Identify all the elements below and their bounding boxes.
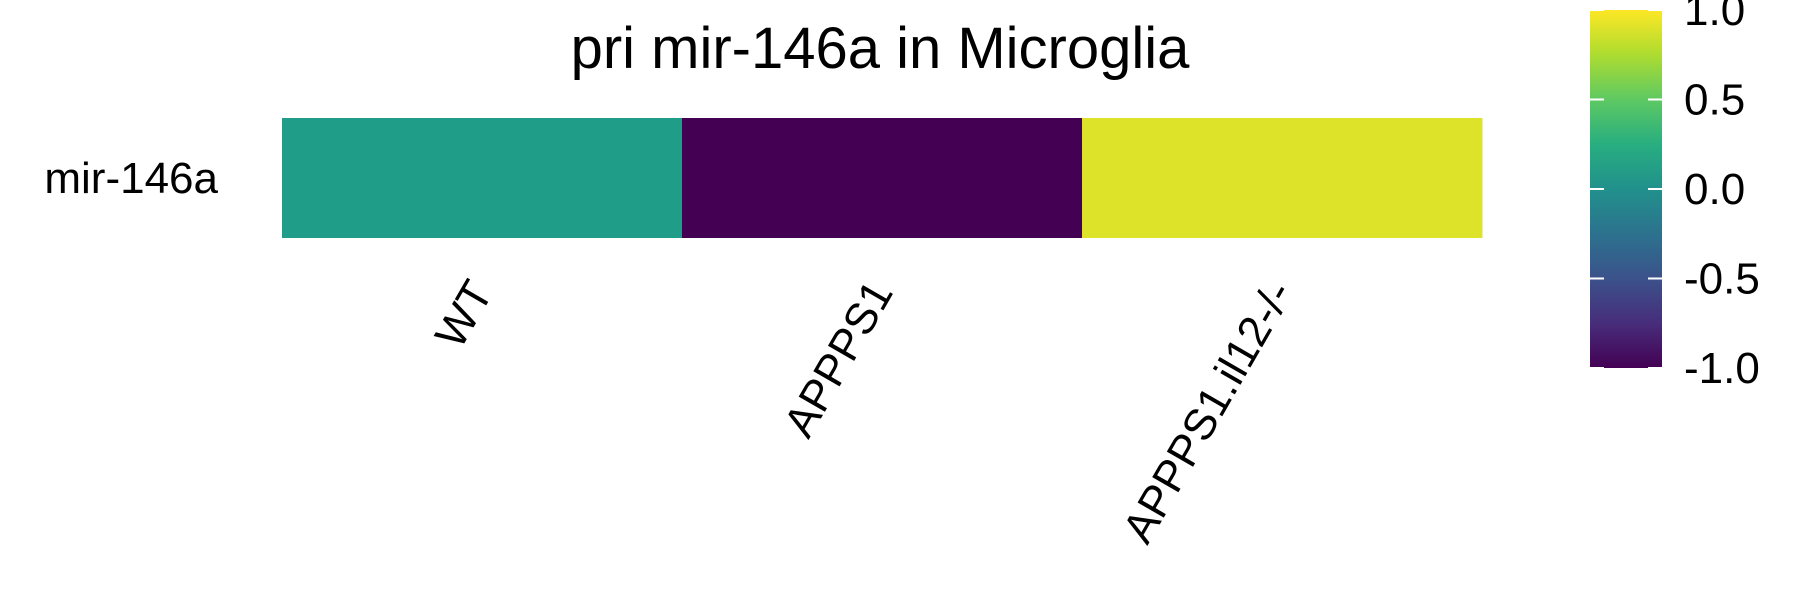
heatmap-cell-appps1 [682, 118, 1083, 238]
heatmap-cell-appps1-il12- [1082, 118, 1483, 238]
chart-title: pri mir-146a in Microglia [571, 16, 1191, 81]
colorbar-tick-label: 0.0 [1684, 165, 1745, 214]
column-label: WT [426, 273, 503, 357]
column-label: APPPS1.il12-/- [1113, 273, 1302, 552]
colorbar: 1.0 0.5 0.0 -0.5 -1.0 [1590, 0, 1760, 393]
colorbar-tick-label: 1.0 [1684, 0, 1745, 35]
row-labels: mir-146a [44, 154, 218, 203]
colorbar-tick-label: -0.5 [1684, 255, 1760, 304]
colorbar-ticks: 1.0 0.5 0.0 -0.5 -1.0 [1590, 0, 1760, 393]
heatmap-cells [282, 118, 1483, 238]
column-label: APPPS1 [775, 273, 903, 446]
colorbar-tick-label: 0.5 [1684, 76, 1745, 125]
column-labels: WT APPPS1 APPPS1.il12-/- [426, 273, 1303, 552]
heatmap-cell-wt [282, 118, 683, 238]
row-label: mir-146a [44, 154, 218, 203]
colorbar-tick-label: -1.0 [1684, 344, 1760, 393]
